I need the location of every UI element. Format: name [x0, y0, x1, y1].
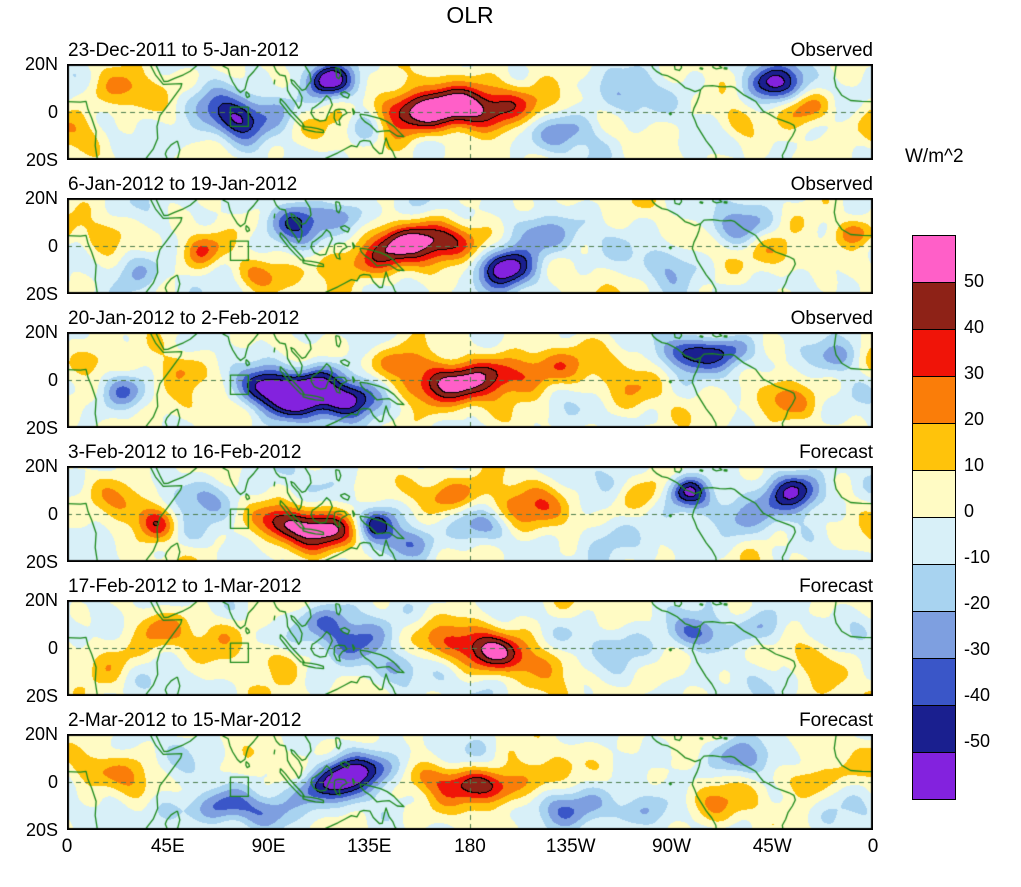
- colorbar-swatch: [913, 424, 955, 471]
- colorbar-swatch: [913, 753, 955, 799]
- panel-4: 3-Feb-2012 to 16-Feb-2012 Forecast 20N 0…: [0, 442, 1021, 572]
- cbtick: -50: [964, 731, 991, 751]
- xtick-45w: 45W: [752, 836, 792, 857]
- colorbar-swatch: [913, 612, 955, 659]
- ytick-20s: 20S: [25, 686, 58, 706]
- cbtick: -10: [964, 547, 991, 567]
- ytick-20s: 20S: [25, 284, 58, 304]
- panel-3: 20-Jan-2012 to 2-Feb-2012 Observed 20N 0…: [0, 308, 1021, 438]
- ytick-0: 0: [47, 504, 58, 524]
- panel-6: 2-Mar-2012 to 15-Mar-2012 Forecast 20N 0…: [0, 710, 1021, 840]
- colorbar-ticks: 50 40 30 20 10 0 -10 -20 -30 -40 -50: [964, 235, 1014, 787]
- cbtick: -20: [964, 593, 991, 613]
- xtick-0b: 0: [867, 836, 879, 857]
- ytick-0: 0: [47, 370, 58, 390]
- colorbar-swatch: [913, 283, 955, 330]
- panel-6-date-label: 2-Mar-2012 to 15-Mar-2012: [68, 710, 302, 731]
- colorbar-swatch: [913, 471, 955, 518]
- panel-3-header: 20-Jan-2012 to 2-Feb-2012 Observed: [0, 308, 1021, 332]
- panel-1-date-label: 23-Dec-2011 to 5-Jan-2012: [68, 40, 299, 61]
- ytick-20n: 20N: [24, 54, 58, 74]
- panel-5-type-label: Forecast: [799, 576, 873, 597]
- map-canvas-2: [67, 198, 873, 294]
- xtick-90e: 90E: [251, 836, 286, 857]
- panel-6-header: 2-Mar-2012 to 15-Mar-2012 Forecast: [0, 710, 1021, 734]
- panel-2-header: 6-Jan-2012 to 19-Jan-2012 Observed: [0, 174, 1021, 198]
- colorbar-swatch: [913, 706, 955, 753]
- panel-4-type-label: Forecast: [799, 442, 873, 463]
- colorbar-swatch: [913, 377, 955, 424]
- xtick-180: 180: [454, 836, 486, 857]
- panel-2: 6-Jan-2012 to 19-Jan-2012 Observed 20N 0…: [0, 174, 1021, 304]
- panel-5-header: 17-Feb-2012 to 1-Mar-2012 Forecast: [0, 576, 1021, 600]
- panel-4-header: 3-Feb-2012 to 16-Feb-2012 Forecast: [0, 442, 1021, 466]
- colorbar-swatch: [913, 518, 955, 565]
- panel-3-date-label: 20-Jan-2012 to 2-Feb-2012: [68, 308, 300, 329]
- ytick-20n: 20N: [24, 188, 58, 208]
- colorbar: [912, 235, 956, 800]
- panel-3-type-label: Observed: [790, 308, 873, 329]
- x-axis: 0 45E 90E 135E 180 135W 90W 45W 0: [62, 836, 879, 862]
- colorbar-swatch: [913, 330, 955, 377]
- ytick-20s: 20S: [25, 150, 58, 170]
- xtick-135w: 135W: [545, 836, 596, 857]
- colorbar-swatch: [913, 659, 955, 706]
- cbtick: 30: [964, 363, 985, 383]
- ytick-0: 0: [47, 236, 58, 256]
- colorbar-swatch: [913, 236, 955, 283]
- xtick-135e: 135E: [347, 836, 392, 857]
- cbtick: 50: [964, 271, 985, 291]
- ytick-20n: 20N: [24, 456, 58, 476]
- cbtick: -40: [964, 685, 991, 705]
- ytick-20n: 20N: [24, 724, 58, 744]
- panel-4-date-label: 3-Feb-2012 to 16-Feb-2012: [68, 442, 302, 463]
- panel-1-type-label: Observed: [790, 40, 873, 61]
- ytick-20n: 20N: [24, 322, 58, 342]
- map-canvas-1: [67, 64, 873, 160]
- ytick-20s: 20S: [25, 552, 58, 572]
- panel-2-type-label: Observed: [790, 174, 873, 195]
- ytick-0: 0: [47, 638, 58, 658]
- map-canvas-6: [67, 734, 873, 830]
- colorbar-units-label: W/m^2: [905, 146, 964, 167]
- panel-5: 17-Feb-2012 to 1-Mar-2012 Forecast 20N 0…: [0, 576, 1021, 706]
- xtick-90w: 90W: [651, 836, 692, 857]
- panel-1: 23-Dec-2011 to 5-Jan-2012 Observed 20N 0…: [0, 40, 1021, 170]
- ytick-0: 0: [47, 102, 58, 122]
- colorbar-swatch: [913, 565, 955, 612]
- map-canvas-3: [67, 332, 873, 428]
- panel-5-date-label: 17-Feb-2012 to 1-Mar-2012: [68, 576, 302, 597]
- cbtick: 0: [964, 501, 975, 521]
- page-title: OLR: [446, 2, 494, 28]
- panel-6-type-label: Forecast: [799, 710, 873, 731]
- xtick-0: 0: [61, 836, 73, 857]
- cbtick: -30: [964, 639, 991, 659]
- map-canvas-4: [67, 466, 873, 562]
- cbtick: 40: [964, 317, 985, 337]
- cbtick: 10: [964, 455, 985, 475]
- map-canvas-5: [67, 600, 873, 696]
- ytick-0: 0: [47, 772, 58, 792]
- panel-1-header: 23-Dec-2011 to 5-Jan-2012 Observed: [0, 40, 1021, 64]
- ytick-20n: 20N: [24, 590, 58, 610]
- xtick-45e: 45E: [150, 836, 185, 857]
- cbtick: 20: [964, 409, 985, 429]
- ytick-20s: 20S: [25, 820, 58, 840]
- ytick-20s: 20S: [25, 418, 58, 438]
- panel-2-date-label: 6-Jan-2012 to 19-Jan-2012: [68, 174, 298, 195]
